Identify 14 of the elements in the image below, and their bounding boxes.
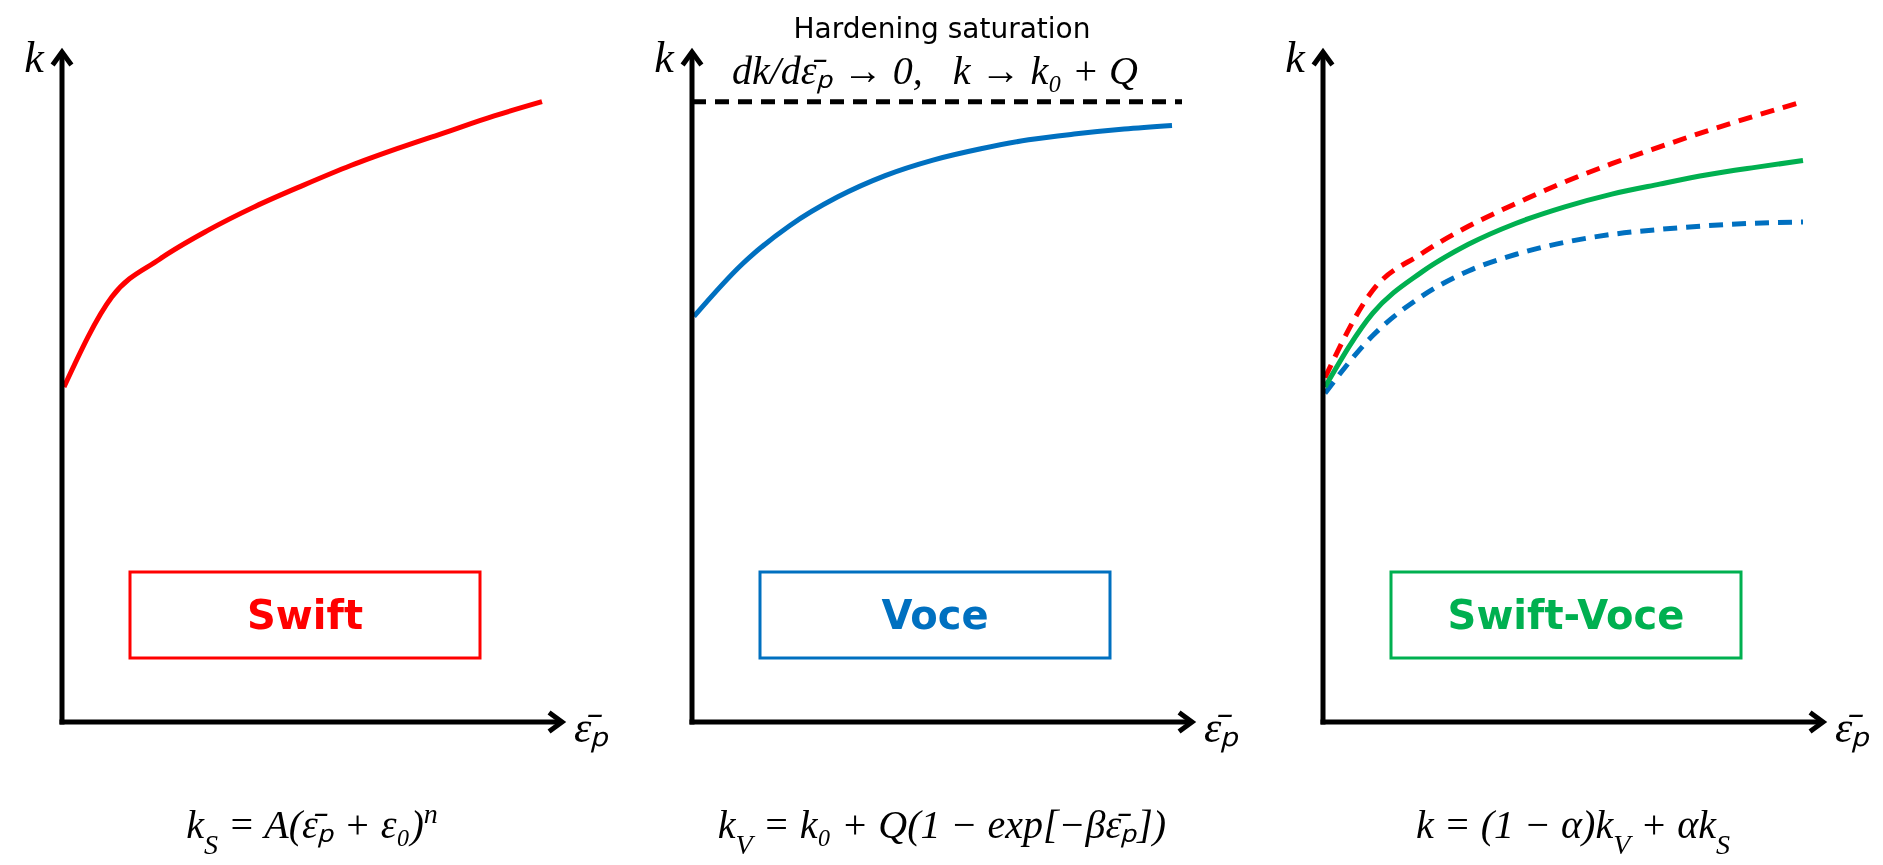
y-axis-title: k — [1285, 33, 1307, 82]
x-axis-title: ε̄ₚ — [574, 703, 610, 753]
x-axis-title: ε̄ₚ — [1835, 703, 1871, 753]
text: Voce — [881, 592, 989, 638]
x-axis-title: ε̄ₚ — [1204, 703, 1240, 753]
text: k$_{V}$ = k₀ + Q(1 − exp[−βε̄ₚ]) — [717, 802, 1167, 860]
text: Swift — [247, 592, 363, 638]
y-axis-title: k — [24, 33, 46, 82]
text: k$_{S}$ = A(ε̄ₚ + ε₀)$^{n}$ — [186, 797, 438, 860]
text: Swift-Voce — [1447, 592, 1685, 638]
annotation: dk/dε̄ₚ → 0, k → k₀ + Q — [732, 47, 1139, 94]
text: k = (1 − α)k$_{V}$ + αk$_{S}$ — [1416, 802, 1730, 860]
chart-title: Hardening saturation — [793, 12, 1091, 45]
y-axis-title: k — [654, 33, 676, 82]
